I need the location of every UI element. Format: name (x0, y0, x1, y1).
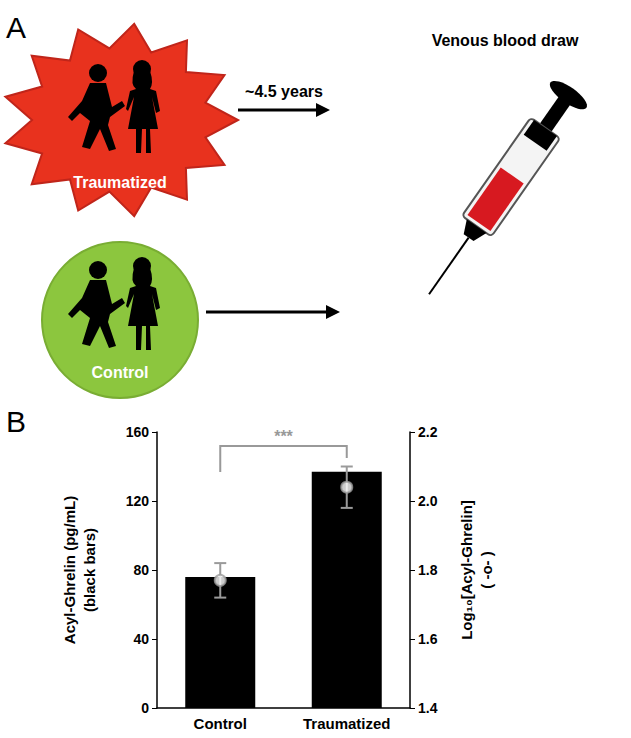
svg-text:A: A (6, 11, 26, 44)
svg-text:1.8: 1.8 (418, 562, 438, 578)
svg-text:Control: Control (194, 715, 247, 732)
svg-text:80: 80 (133, 562, 149, 578)
svg-text:~4.5 years: ~4.5 years (245, 83, 323, 100)
svg-text:1.4: 1.4 (418, 700, 438, 716)
svg-text:Acyl-Ghrelin (pg/mL): Acyl-Ghrelin (pg/mL) (61, 496, 78, 644)
svg-text:120: 120 (126, 493, 150, 509)
svg-text:Venous blood draw: Venous blood draw (432, 32, 579, 49)
svg-text:Log₁₀[Acyl-Ghrelin]: Log₁₀[Acyl-Ghrelin] (458, 500, 475, 640)
svg-text:2.0: 2.0 (418, 493, 438, 509)
svg-text:2.2: 2.2 (418, 424, 438, 440)
svg-text:Traumatized: Traumatized (303, 715, 391, 732)
svg-text:Control: Control (92, 364, 149, 381)
svg-text:( -o- ): ( -o- ) (478, 551, 495, 588)
svg-text:(black bars): (black bars) (81, 528, 98, 612)
svg-text:0: 0 (141, 700, 149, 716)
svg-text:B: B (6, 405, 26, 438)
svg-text:1.6: 1.6 (418, 631, 438, 647)
svg-text:160: 160 (126, 424, 150, 440)
svg-text:***: *** (274, 428, 293, 445)
svg-text:Traumatized: Traumatized (73, 174, 166, 191)
svg-text:40: 40 (133, 631, 149, 647)
